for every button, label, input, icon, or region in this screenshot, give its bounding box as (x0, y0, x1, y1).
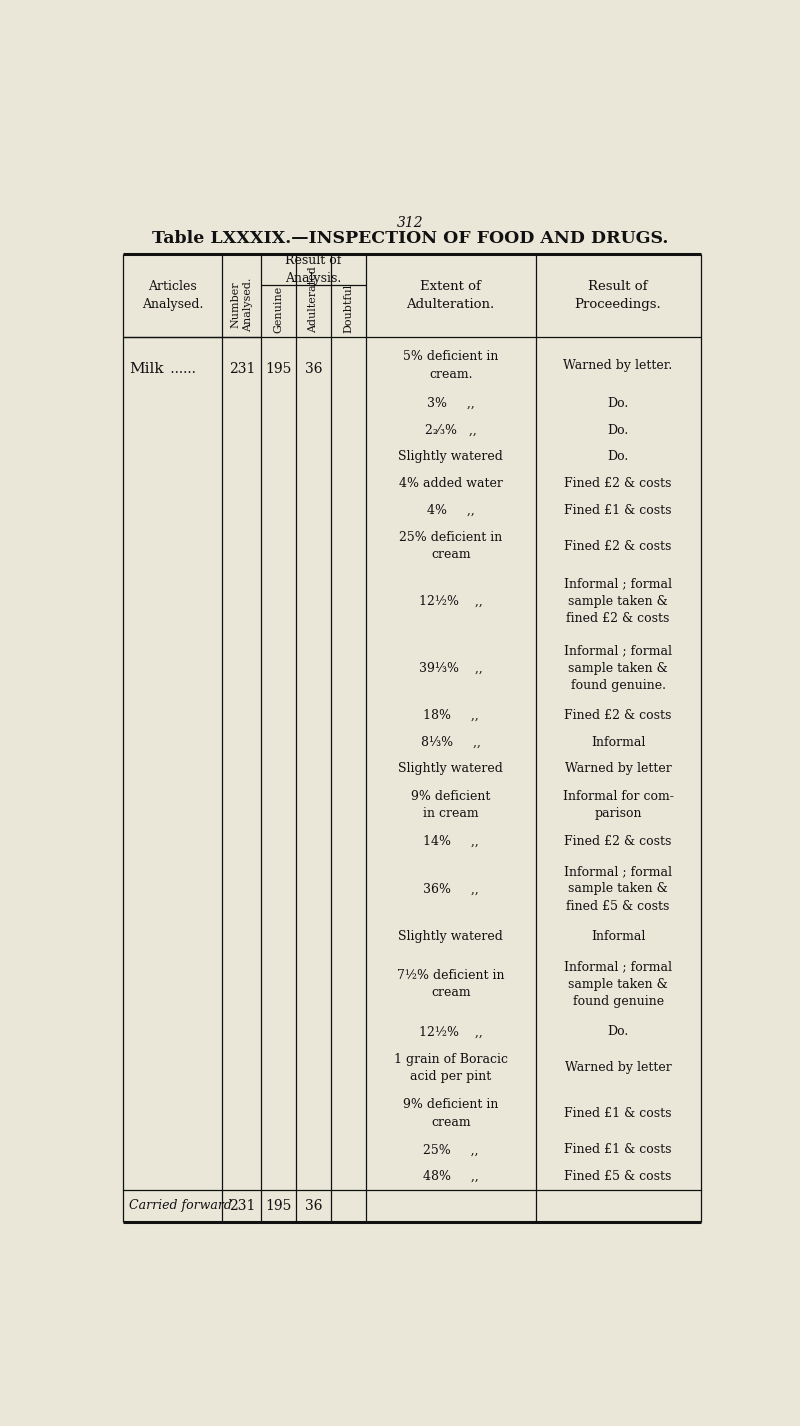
Text: Genuine: Genuine (274, 285, 284, 332)
Text: 48%     ,,: 48% ,, (423, 1169, 478, 1184)
Text: 312: 312 (397, 217, 423, 231)
Text: 195: 195 (266, 362, 292, 376)
Text: Articles
Analysed.: Articles Analysed. (142, 279, 203, 311)
Text: Do.: Do. (607, 424, 629, 436)
Text: 4% added water: 4% added water (398, 476, 502, 491)
Text: 12½%    ,,: 12½% ,, (419, 1025, 482, 1038)
Text: Fined £2 & costs: Fined £2 & costs (565, 539, 672, 553)
Text: 8⅓%     ,,: 8⅓% ,, (421, 736, 481, 749)
Text: Fined £2 & costs: Fined £2 & costs (565, 476, 672, 491)
Text: Do.: Do. (607, 1025, 629, 1038)
Text: Slightly watered: Slightly watered (398, 451, 503, 463)
Text: Informal ; formal
sample taken &
found genuine.: Informal ; formal sample taken & found g… (564, 645, 672, 692)
Text: 9% deficient in
cream: 9% deficient in cream (403, 1098, 498, 1129)
Text: 231: 231 (229, 1199, 255, 1214)
Text: 2₂⁄₃%   ,,: 2₂⁄₃% ,, (425, 424, 477, 436)
Text: Table LXXXIX.—INSPECTION OF FOOD AND DRUGS.: Table LXXXIX.—INSPECTION OF FOOD AND DRU… (152, 231, 668, 247)
Text: Fined £2 & costs: Fined £2 & costs (565, 834, 672, 848)
Text: Fined £1 & costs: Fined £1 & costs (564, 503, 672, 516)
Text: Informal ; formal
sample taken &
fined £2 & costs: Informal ; formal sample taken & fined £… (564, 578, 672, 626)
Text: ......: ...... (166, 362, 196, 376)
Text: Fined £5 & costs: Fined £5 & costs (565, 1169, 672, 1184)
Text: Slightly watered: Slightly watered (398, 763, 503, 776)
Text: Informal for com-
parison: Informal for com- parison (562, 790, 674, 820)
Text: Warned by letter: Warned by letter (565, 763, 671, 776)
Text: Informal ; formal
sample taken &
found genuine: Informal ; formal sample taken & found g… (564, 960, 672, 1008)
Text: 36: 36 (305, 1199, 322, 1214)
Text: 39⅓%    ,,: 39⅓% ,, (419, 662, 482, 674)
Text: Informal: Informal (591, 736, 646, 749)
Text: 25%     ,,: 25% ,, (423, 1144, 478, 1156)
Text: Extent of
Adulteration.: Extent of Adulteration. (406, 279, 495, 311)
Text: Fined £1 & costs: Fined £1 & costs (564, 1144, 672, 1156)
Text: 231: 231 (229, 362, 255, 376)
Text: Warned by letter: Warned by letter (565, 1061, 671, 1074)
Text: 25% deficient in
cream: 25% deficient in cream (399, 530, 502, 562)
Text: Doubtful: Doubtful (343, 284, 354, 332)
Text: Informal: Informal (591, 930, 646, 943)
Text: Warned by letter.: Warned by letter. (563, 359, 673, 372)
Text: 14%     ,,: 14% ,, (423, 834, 478, 848)
Text: Fined £1 & costs: Fined £1 & costs (564, 1107, 672, 1121)
Text: 1 grain of Boracic
acid per pint: 1 grain of Boracic acid per pint (394, 1052, 508, 1084)
Text: 12½%    ,,: 12½% ,, (419, 595, 482, 607)
Text: Adulterated: Adulterated (309, 267, 318, 332)
Text: Slightly watered: Slightly watered (398, 930, 503, 943)
Text: Do.: Do. (607, 451, 629, 463)
Text: 7½% deficient in
cream: 7½% deficient in cream (397, 968, 505, 1000)
Text: Informal ; formal
sample taken &
fined £5 & costs: Informal ; formal sample taken & fined £… (564, 866, 672, 913)
Text: 5% deficient in
cream.: 5% deficient in cream. (403, 349, 498, 381)
Text: Fined £2 & costs: Fined £2 & costs (565, 709, 672, 722)
Text: Milk: Milk (130, 362, 164, 376)
Text: Number
Analysed.: Number Analysed. (230, 278, 253, 332)
Text: 9% deficient
in cream: 9% deficient in cream (411, 790, 490, 820)
Text: 18%     ,,: 18% ,, (423, 709, 478, 722)
Text: Do.: Do. (607, 396, 629, 409)
Text: 4%     ,,: 4% ,, (427, 503, 474, 516)
Text: Result of
Analysis.: Result of Analysis. (286, 254, 342, 285)
Text: 36%     ,,: 36% ,, (423, 883, 478, 896)
Text: 36: 36 (305, 362, 322, 376)
Text: Carried forward: Carried forward (130, 1199, 232, 1212)
Text: 195: 195 (266, 1199, 292, 1214)
Text: Result of
Proceedings.: Result of Proceedings. (574, 279, 662, 311)
Text: 3%     ,,: 3% ,, (427, 396, 474, 409)
